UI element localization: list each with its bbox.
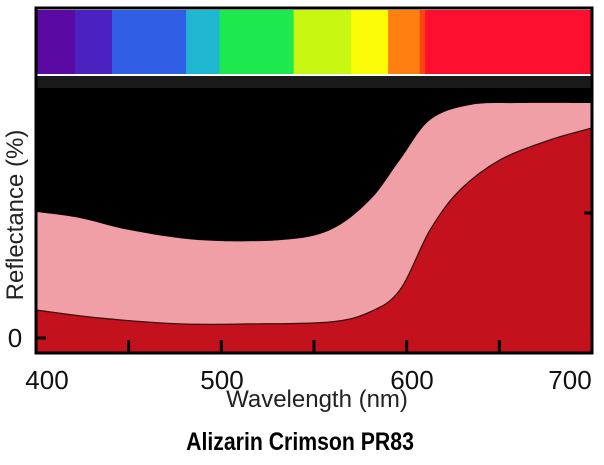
spectrum-band-8 (419, 10, 426, 74)
masstone-area (36, 128, 592, 353)
x-axis-title: Wavelength (nm) (226, 386, 408, 413)
spectrum-band-5 (293, 10, 352, 74)
chart-title: Alizarin Crimson PR83 (186, 427, 414, 455)
spectrum-band-9 (425, 10, 593, 74)
spectrum-band-6 (351, 10, 389, 74)
spectrum-band-0 (36, 10, 76, 74)
spectrum-band-1 (74, 10, 113, 74)
spectrum-band-3 (186, 10, 220, 74)
x-tick-label-700: 700 (548, 365, 591, 395)
spectrum-divider (36, 76, 592, 88)
masstone-curve-line (35, 127, 593, 326)
x-axis-ticks (127, 340, 501, 353)
x-tick-label-500: 500 (200, 365, 243, 395)
x-tick-label-600: 600 (390, 365, 433, 395)
y-tick-label-0: 0 (8, 323, 22, 353)
spectrum-band-2 (111, 10, 187, 74)
spectrum-band-7 (388, 10, 421, 74)
y-axis-title: Reflectance (%) (2, 130, 29, 301)
x-tick-label-400: 400 (25, 365, 68, 395)
spectrum-bar (36, 10, 593, 74)
spectrum-band-4 (219, 10, 295, 74)
